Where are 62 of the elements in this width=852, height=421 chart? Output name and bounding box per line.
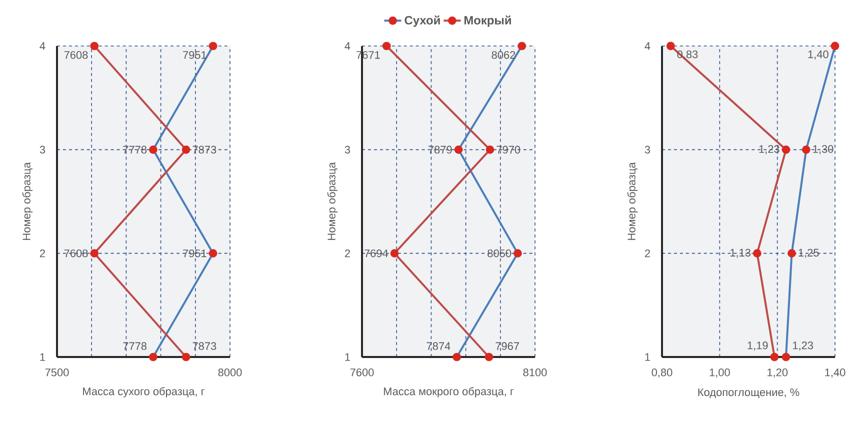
y-tick-label: 1: [345, 353, 350, 361]
data-label: 8050: [488, 249, 512, 258]
point: [770, 352, 779, 362]
y-axis-title: Номер образца: [22, 162, 33, 240]
y-axis-title: Номер образца: [627, 162, 638, 240]
data-label: 1,23: [792, 342, 814, 351]
y-tick-label: 4: [344, 42, 350, 50]
legend-label: Сухой: [404, 15, 440, 27]
data-label: 1,30: [813, 145, 834, 154]
x-tick-label: 7500: [45, 368, 69, 376]
data-label: 7608: [64, 249, 88, 258]
point: [90, 249, 99, 258]
x-tick-label: 1,40: [825, 368, 846, 378]
y-tick-label: 3: [40, 146, 46, 154]
y-tick-label: 2: [40, 250, 45, 258]
y-tick-label: 1: [645, 353, 650, 361]
x-axis-title: Кодопоглощение, %: [698, 388, 800, 398]
data-label: 7778: [123, 146, 147, 154]
data-label: 7970: [496, 146, 520, 154]
data-label: 7608: [64, 51, 88, 59]
data-label: 1,25: [798, 248, 819, 258]
point: [666, 42, 675, 50]
data-label: 7967: [496, 342, 519, 350]
data-label: 7874: [426, 342, 450, 350]
x-tick-label: 7600: [350, 368, 374, 376]
x-axis-title: Масса сухого образца, г: [83, 387, 204, 398]
x-tick-label: 1,20: [768, 368, 788, 378]
y-tick-label: 3: [644, 146, 650, 154]
y-axis-title: Номер образца: [327, 162, 338, 240]
y-tick-label: 4: [40, 42, 46, 50]
data-label: 7778: [123, 342, 147, 350]
x-tick-label: 8000: [218, 368, 242, 376]
data-label: 7873: [192, 146, 216, 154]
point: [782, 145, 790, 154]
point: [382, 42, 391, 50]
data-label: 8062: [492, 51, 516, 59]
point: [486, 145, 494, 154]
data-label: 7879: [428, 146, 452, 154]
y-tick-label: 1: [40, 353, 45, 361]
data-label: 1,19: [748, 342, 768, 351]
data-label: 7694: [364, 249, 388, 258]
y-tick-label: 3: [344, 146, 350, 154]
point: [182, 352, 190, 362]
y-tick-label: 2: [344, 250, 350, 258]
x-tick-label: 0,80: [652, 368, 672, 378]
data-label: 7873: [192, 342, 216, 350]
point: [90, 42, 99, 50]
x-tick-label: 8100: [523, 368, 547, 376]
point: [182, 145, 190, 154]
data-label: 1,13: [730, 248, 750, 258]
x-tick-label: 1,00: [710, 368, 730, 378]
point: [390, 249, 399, 258]
data-label: 1,23: [759, 145, 780, 154]
x-axis-title: Масса мокрого образца, г: [384, 387, 514, 398]
data-label: 1,40: [808, 50, 828, 60]
legend-label: Мокрый: [464, 15, 511, 27]
y-tick-label: 2: [644, 250, 650, 258]
point: [752, 249, 762, 258]
data-label: 7951: [183, 51, 206, 59]
data-label: 7951: [183, 249, 206, 258]
y-tick-label: 4: [644, 42, 650, 50]
point: [484, 352, 494, 362]
